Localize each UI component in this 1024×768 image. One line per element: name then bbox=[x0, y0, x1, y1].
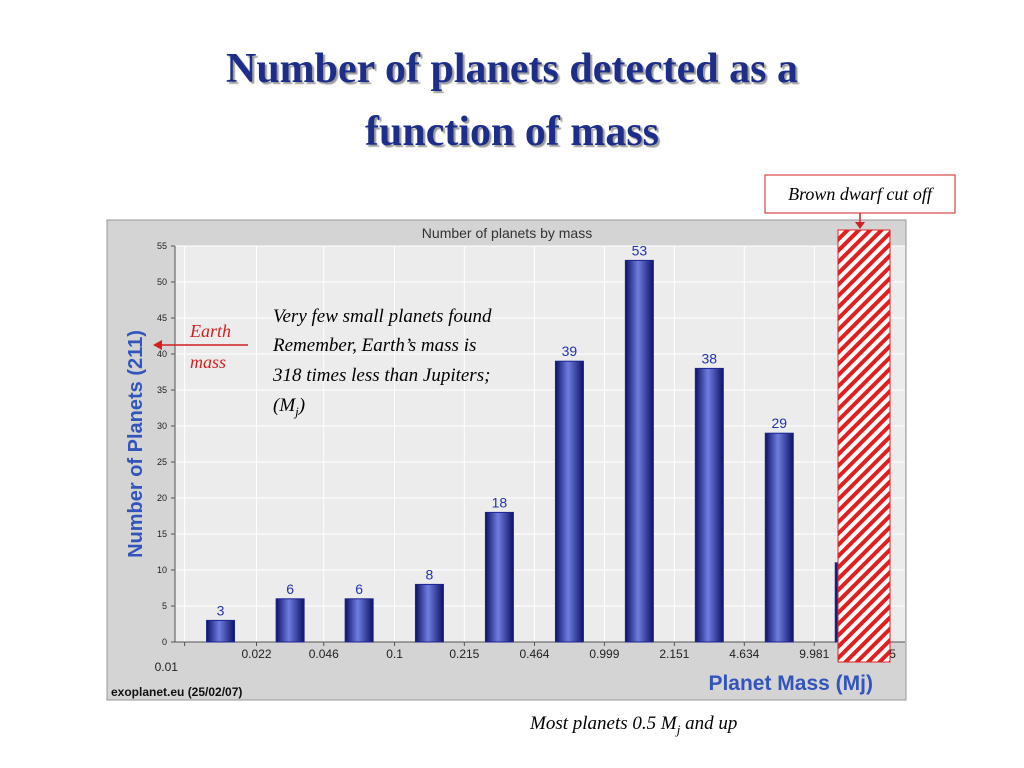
subscript: j bbox=[675, 722, 681, 737]
note-text: and up bbox=[680, 713, 737, 734]
x-tick-label: 4.634 bbox=[729, 647, 759, 661]
value-label: 8 bbox=[426, 566, 434, 582]
chart-title: Number of planets by mass bbox=[422, 225, 592, 241]
y-tick-label: 30 bbox=[157, 421, 167, 431]
x-tick-label: 0.046 bbox=[309, 647, 339, 661]
x-tick-label: 9.981 bbox=[799, 647, 829, 661]
note-line: Remember, Earth’s mass is bbox=[272, 335, 476, 356]
y-tick-label: 40 bbox=[157, 349, 167, 359]
bar bbox=[344, 598, 374, 643]
subscript: j bbox=[293, 404, 299, 419]
y-tick-label: 20 bbox=[157, 493, 167, 503]
slide-title: Number of planets detected as a function… bbox=[226, 46, 798, 155]
x-tick-label: 0.464 bbox=[519, 647, 549, 661]
small-note: Very few small planets found Remember, E… bbox=[272, 306, 492, 419]
x-tick-label: 2.151 bbox=[659, 647, 689, 661]
x-tick-label: 0.215 bbox=[449, 647, 479, 661]
y-tick-label: 25 bbox=[157, 457, 167, 467]
value-label: 6 bbox=[286, 581, 294, 597]
note-text: ) bbox=[298, 395, 305, 416]
note-line: Very few small planets found bbox=[273, 306, 492, 327]
y-tick-label: 50 bbox=[157, 277, 167, 287]
earth-note: Earth bbox=[189, 321, 231, 341]
x-tick-label: 0.1 bbox=[386, 647, 403, 661]
title-line: Number of planets detected as a bbox=[226, 46, 798, 92]
bar bbox=[414, 583, 444, 643]
source: exoplanet.eu (25/02/07) bbox=[111, 685, 242, 699]
y-axis-label: Number of Planets (211) bbox=[125, 330, 147, 558]
note-line: (Mj) bbox=[273, 395, 305, 419]
x-axis-label: Planet Mass (Mj) bbox=[708, 672, 873, 695]
y-tick-label: 15 bbox=[157, 529, 167, 539]
bar bbox=[764, 432, 794, 643]
cutoff-note: Brown dwarf cut off bbox=[788, 184, 935, 204]
x-tick-label: 0.999 bbox=[589, 647, 619, 661]
earth-note: mass bbox=[190, 352, 226, 372]
bar bbox=[624, 259, 654, 643]
bar bbox=[554, 360, 584, 643]
title-line: function of mass bbox=[365, 109, 659, 155]
x-tick-label: 0.022 bbox=[241, 647, 271, 661]
y-tick-label: 35 bbox=[157, 385, 167, 395]
y-tick-label: 55 bbox=[157, 241, 167, 251]
bar bbox=[275, 598, 305, 643]
value-label: 3 bbox=[217, 602, 225, 618]
bottom-note: Most planets 0.5 Mj and up bbox=[529, 713, 737, 737]
note-text: Most planets 0.5 M bbox=[529, 713, 678, 734]
value-label: 18 bbox=[492, 494, 508, 510]
value-label: 6 bbox=[355, 581, 363, 597]
y-tick-label: 10 bbox=[157, 565, 167, 575]
bar bbox=[206, 619, 236, 643]
value-label: 38 bbox=[702, 350, 718, 366]
note-text: (M bbox=[273, 395, 296, 416]
y-tick-label: 5 bbox=[162, 601, 167, 611]
y-tick-label: 0 bbox=[162, 637, 167, 647]
brown-dwarf-zone bbox=[837, 229, 891, 663]
y-tick-label: 45 bbox=[157, 313, 167, 323]
value-label: 29 bbox=[771, 415, 787, 431]
value-label: 39 bbox=[562, 343, 578, 359]
value-label: 53 bbox=[632, 242, 648, 258]
x-tick-label: 0.01 bbox=[155, 660, 179, 674]
cutoff-arrowhead bbox=[855, 222, 865, 229]
bar bbox=[484, 511, 514, 643]
bar bbox=[694, 367, 724, 643]
earth-arrowhead bbox=[153, 340, 162, 350]
note-line: 318 times less than Jupiters; bbox=[272, 365, 490, 386]
